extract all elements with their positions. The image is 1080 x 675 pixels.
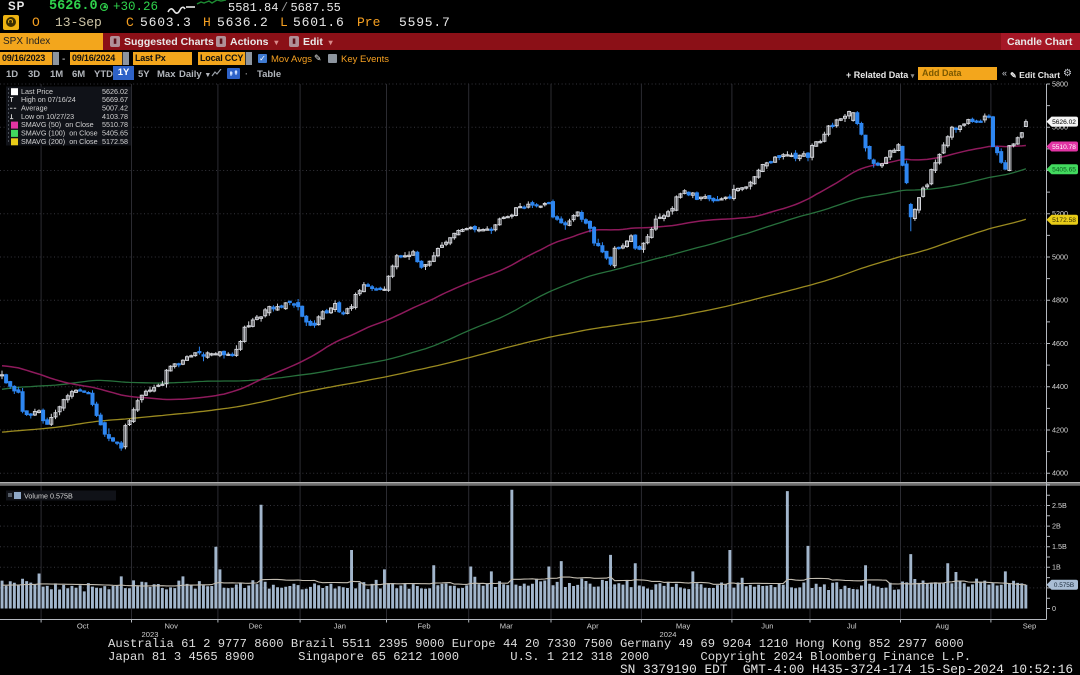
svg-text:5405.65: 5405.65 [102,129,128,138]
svg-text:Oct: Oct [77,622,90,631]
svg-text:Last Price: Last Price [21,87,53,96]
svg-text:4000: 4000 [1052,469,1068,478]
svg-text:Nov: Nov [164,622,178,631]
svg-text:2024: 2024 [660,630,677,639]
svg-text:Average: Average [21,104,48,113]
svg-text:4200: 4200 [1052,425,1068,434]
svg-text:Jun: Jun [761,622,773,631]
svg-text:5600: 5600 [1052,123,1068,132]
svg-text:4103.78: 4103.78 [102,112,128,121]
svg-text:5405.65: 5405.65 [1052,167,1076,174]
svg-text:4400: 4400 [1052,382,1068,391]
svg-text:Aug: Aug [935,622,949,631]
svg-text:5510.78: 5510.78 [1052,144,1076,151]
svg-text:Jan: Jan [334,622,346,631]
svg-text:Low on 10/27/23: Low on 10/27/23 [21,112,74,121]
svg-text:2023: 2023 [142,630,159,639]
svg-text:5669.67: 5669.67 [102,95,128,104]
svg-text:Dec: Dec [249,622,263,631]
svg-text:5800: 5800 [1052,79,1068,88]
svg-text:Feb: Feb [418,622,431,631]
svg-text:5000: 5000 [1052,252,1068,261]
svg-text:5200: 5200 [1052,209,1068,218]
svg-text:SMAVG (200) on Close: SMAVG (200) on Close [21,137,98,146]
svg-text:Sep: Sep [1023,622,1037,631]
svg-text:1B: 1B [1052,563,1061,572]
svg-text:4800: 4800 [1052,296,1068,305]
svg-text:0: 0 [1052,604,1056,613]
svg-text:4600: 4600 [1052,339,1068,348]
svg-text:SMAVG (50) on Close: SMAVG (50) on Close [21,120,94,129]
svg-text:SMAVG (100) on Close: SMAVG (100) on Close [21,129,98,138]
svg-text:5007.42: 5007.42 [102,104,128,113]
svg-text:0.575B: 0.575B [1054,582,1074,589]
svg-text:5510.78: 5510.78 [102,120,128,129]
svg-text:5626.02: 5626.02 [1052,119,1076,126]
svg-text:Apr: Apr [587,622,599,631]
svg-text:Jul: Jul [847,622,857,631]
svg-text:2.5B: 2.5B [1052,501,1067,510]
svg-text:5626.02: 5626.02 [102,87,128,96]
svg-text:5172.58: 5172.58 [1052,217,1076,224]
svg-text:1.5B: 1.5B [1052,542,1067,551]
svg-text:Volume 0.575B: Volume 0.575B [24,492,73,501]
svg-text:5172.58: 5172.58 [102,137,128,146]
svg-text:Mar: Mar [500,622,514,631]
svg-text:2B: 2B [1052,522,1061,531]
svg-text:High on 07/16/24: High on 07/16/24 [21,95,76,104]
svg-text:May: May [676,622,691,631]
